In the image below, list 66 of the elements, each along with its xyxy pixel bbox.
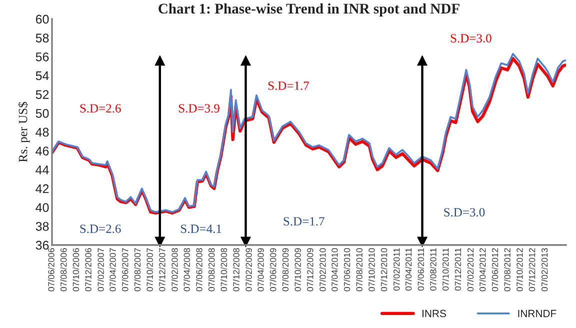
x-tick-label: 07/04/2009 [257,248,264,292]
x-tick-label: 07/10/2010 [368,248,375,292]
y-tick-label: 42 [36,184,49,194]
x-tick-label: 07/08/2011 [430,248,436,291]
y-tick-label: 56 [36,52,49,62]
annotation: S.D=3.0 [450,34,492,43]
x-tick-label: 07/04/2008 [184,248,190,292]
y-tick-label: 36 [36,240,49,250]
x-tick-label: 07/12/2007 [158,248,166,292]
x-tick-label: 07/06/2010 [344,248,350,292]
x-tick-label: 07/10/2006 [72,248,80,292]
x-tick-label: 07/08/2009 [282,248,289,292]
x-tick-label: 07/04/2011 [405,248,412,291]
x-tick-label: 07/02/2009 [246,248,252,292]
x-tick-label: 07/12/2009 [306,248,314,292]
annotation: S.D=3.9 [178,104,220,113]
x-tick-label: 07/12/2010 [380,248,388,292]
annotation: S.D=1.7 [268,82,309,90]
x-tick-label: 07/10/2011 [442,248,449,291]
x-tick-label: 07/08/2010 [356,248,362,292]
y-tick-label: 50 [36,108,49,118]
x-tick-label: 07/02/2010 [319,248,326,292]
x-tick-label: 07/02/2013 [541,248,548,292]
x-tick-label: 07/08/2007 [134,248,141,292]
x-tick-label: 07/02/2011 [393,248,400,291]
x-tick-label: 07/04/2010 [331,248,338,292]
y-tick-label: 58 [36,34,49,42]
y-tick-label: 38 [36,222,49,231]
annotation: S.D=2.6 [80,224,121,234]
x-tick-label: 07/06/2006 [48,248,54,292]
y-tick-label: 44 [36,166,49,174]
x-tick-label: 07/12/2008 [232,248,240,292]
x-tick-label: 07/06/2012 [492,248,498,292]
annotation: S.D=2.6 [80,104,121,113]
y-tick-label: 46 [36,146,49,156]
x-tick-label: 07/04/2012 [479,248,486,292]
x-tick-label: 07/02/2007 [98,248,104,292]
annotation: S.D=4.1 [181,224,222,234]
annotation: S.D=1.7 [284,217,324,226]
x-tick-label: 07/02/2008 [171,248,178,292]
y-tick-label: 54 [36,71,49,80]
x-tick-label: 07/12/2012 [528,248,536,292]
x-tick-label: 07/06/2008 [196,248,202,292]
x-tick-label: 07/06/2011 [418,248,424,291]
x-tick-label: 07/06/2009 [270,248,276,292]
x-tick-label: 07/10/2012 [516,248,523,292]
x-tick-label: 07/06/2007 [122,248,128,292]
y-tick-label: 40 [36,203,49,212]
x-tick-label: 07/02/2012 [467,248,474,292]
annotation: S.D=3.0 [444,208,485,217]
x-tick-label: 07/08/2006 [60,248,67,292]
y-tick-label: 48 [36,128,49,137]
x-tick-label: 07/10/2008 [220,248,228,292]
y-tick-label: 60 [36,14,49,24]
x-tick-label: 07/08/2012 [504,248,510,292]
x-tick-label: 07/04/2007 [109,248,116,292]
legend-label: INRS [422,310,446,318]
y-tick-label: 52 [36,90,49,99]
x-tick-label: 07/10/2009 [294,248,301,292]
x-tick-label: 07/10/2007 [146,248,153,292]
chart-title: Chart 1: Phase-wise Trend in INR spot and NDF [158,3,460,17]
y-axis-title: Rs. per US$ [18,102,30,162]
legend-label: INRNDF [518,310,556,318]
x-tick-label: 07/12/2011 [454,248,462,291]
x-tick-label: 07/12/2006 [84,248,92,292]
x-tick-label: 07/08/2008 [208,248,215,292]
